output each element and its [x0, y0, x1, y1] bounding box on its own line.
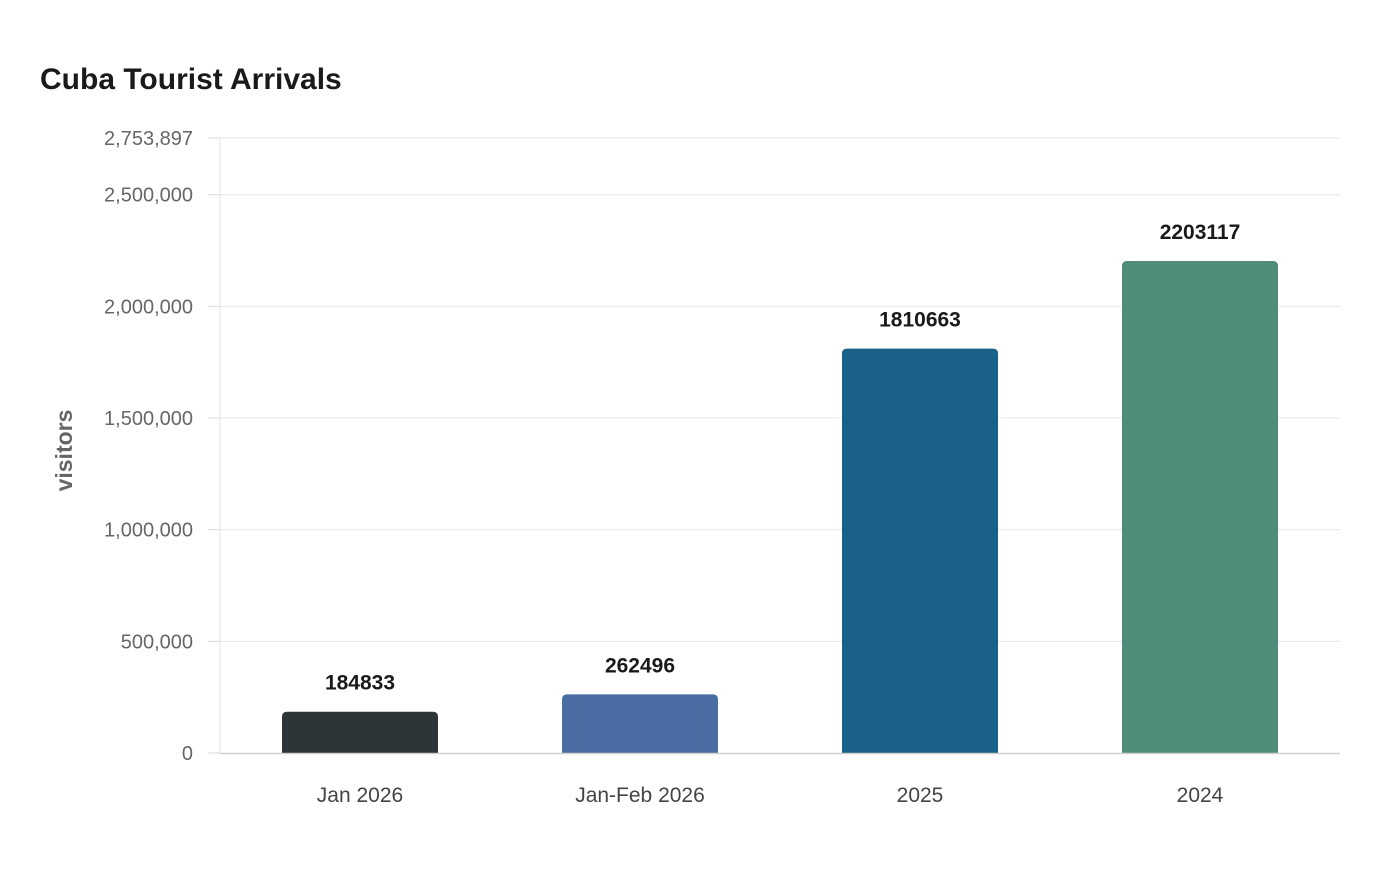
bar-4 [1122, 261, 1278, 753]
y-axis-title: visitors [51, 410, 77, 492]
bar-2 [562, 694, 718, 753]
y-tick-label: 1,500,000 [104, 408, 193, 430]
data-label: 262496 [605, 654, 675, 677]
y-tick-label: 1,000,000 [104, 520, 193, 542]
y-tick-label: 2,000,000 [104, 296, 193, 318]
bar-1 [282, 711, 438, 753]
chart-title: Cuba Tourist Arrivals [40, 63, 342, 96]
data-label: 184833 [325, 672, 395, 695]
x-category-label: 2024 [1177, 784, 1224, 807]
x-axis-categories: Jan 2026 Jan-Feb 2026 2025 2024 [317, 784, 1224, 807]
x-category-label: Jan-Feb 2026 [575, 784, 705, 807]
data-label: 2203117 [1160, 221, 1241, 244]
y-tick-label: 2,753,897 [104, 128, 193, 150]
y-tick-label: 0 [182, 743, 193, 765]
x-category-label: 2025 [897, 784, 944, 807]
y-tick-label: 500,000 [121, 631, 193, 653]
data-labels: 184833 262496 1810663 2203117 [325, 221, 1240, 695]
data-label: 1810663 [879, 309, 961, 332]
bar-3 [842, 348, 998, 753]
x-category-label: Jan 2026 [317, 784, 403, 807]
y-tick-label: 2,500,000 [104, 185, 193, 207]
gridlines [220, 137, 1340, 642]
bars [282, 261, 1278, 753]
y-axis-ticks: 0 500,000 1,000,000 1,500,000 2,000,000 2,500… [104, 128, 220, 765]
